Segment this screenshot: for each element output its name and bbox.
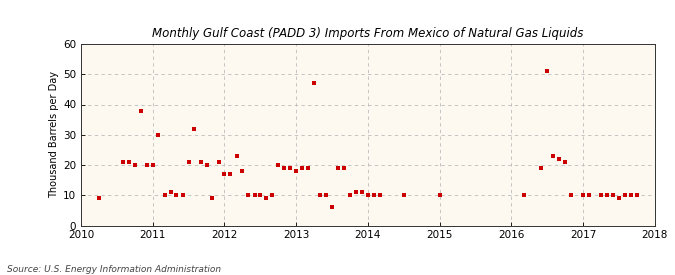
Point (321, 193, 331, 197)
Point (344, 193, 355, 197)
Point (608, 193, 618, 197)
Text: Source: U.S. Energy Information Administration: Source: U.S. Energy Information Administ… (7, 265, 221, 274)
Point (536, 166, 547, 170)
Point (159, 193, 170, 197)
Point (201, 163, 212, 167)
Point (213, 160, 224, 164)
Point (178, 193, 188, 197)
Point (350, 190, 361, 194)
Point (362, 193, 373, 197)
Point (124, 160, 134, 164)
Point (142, 163, 153, 167)
Point (308, 81, 319, 86)
Point (631, 193, 642, 197)
Point (255, 193, 266, 197)
Point (368, 193, 379, 197)
Point (130, 163, 140, 167)
Point (165, 190, 176, 194)
Point (249, 193, 260, 197)
Point (560, 160, 570, 164)
Point (279, 166, 290, 170)
Point (243, 193, 254, 197)
Point (626, 193, 637, 197)
Point (614, 196, 624, 200)
Point (147, 163, 158, 167)
Point (327, 205, 338, 210)
Point (261, 196, 271, 200)
Point (232, 154, 242, 158)
Point (291, 169, 302, 173)
Point (315, 193, 325, 197)
Point (578, 193, 589, 197)
Point (195, 160, 206, 164)
Point (225, 172, 236, 176)
Point (296, 166, 307, 170)
Point (273, 163, 284, 167)
Point (135, 108, 146, 113)
Point (547, 154, 558, 158)
Point (183, 160, 194, 164)
Point (303, 166, 314, 170)
Point (566, 193, 576, 197)
Point (171, 193, 182, 197)
Point (518, 193, 529, 197)
Point (375, 193, 385, 197)
Point (434, 193, 445, 197)
Point (117, 160, 128, 164)
Point (542, 69, 553, 73)
Y-axis label: Thousand Barrels per Day: Thousand Barrels per Day (49, 71, 59, 198)
Point (285, 166, 296, 170)
Point (595, 193, 606, 197)
Point (357, 190, 368, 194)
Point (554, 157, 565, 161)
Title: Monthly Gulf Coast (PADD 3) Imports From Mexico of Natural Gas Liquids: Monthly Gulf Coast (PADD 3) Imports From… (152, 27, 584, 40)
Point (237, 169, 248, 173)
Point (267, 193, 278, 197)
Point (219, 172, 230, 176)
Point (601, 193, 612, 197)
Point (332, 166, 343, 170)
Point (619, 193, 630, 197)
Point (94, 196, 105, 200)
Point (398, 193, 409, 197)
Point (339, 166, 350, 170)
Point (153, 133, 164, 137)
Point (207, 196, 217, 200)
Point (189, 126, 200, 131)
Point (583, 193, 594, 197)
